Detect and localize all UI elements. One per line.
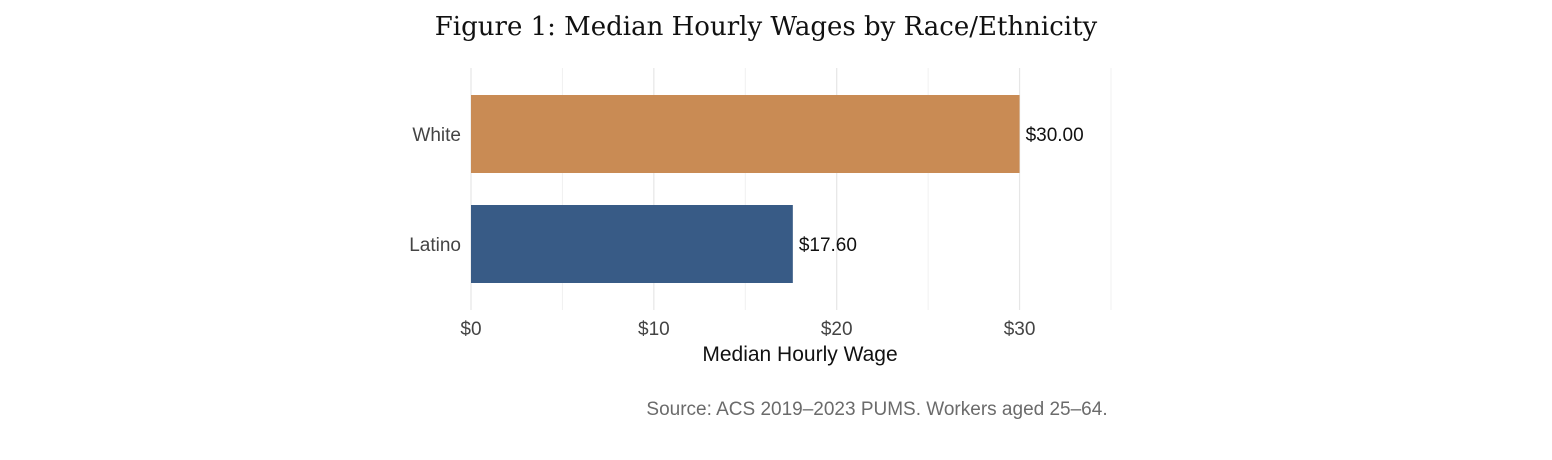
bar-white [471, 95, 1020, 173]
bar-latino [471, 205, 793, 283]
value-label-white: $30.00 [1026, 125, 1084, 146]
category-label-white: White [412, 125, 461, 146]
x-tick-label: $30 [1004, 319, 1036, 340]
x-tick-label: $10 [638, 319, 670, 340]
source-note: Source: ACS 2019–2023 PUMS. Workers aged… [646, 399, 1107, 420]
value-labels: $30.00 $17.60 [799, 125, 1084, 256]
value-label-latino: $17.60 [799, 235, 857, 256]
x-tick-labels: $0 $10 $20 $30 [460, 319, 1035, 340]
bars-group [471, 95, 1020, 283]
x-axis-title: Median Hourly Wage [702, 343, 897, 366]
category-labels: White Latino [409, 125, 461, 256]
chart-title: Figure 1: Median Hourly Wages by Race/Et… [435, 12, 1098, 42]
category-label-latino: Latino [409, 235, 461, 256]
x-tick-label: $20 [821, 319, 853, 340]
x-tick-label: $0 [460, 319, 481, 340]
